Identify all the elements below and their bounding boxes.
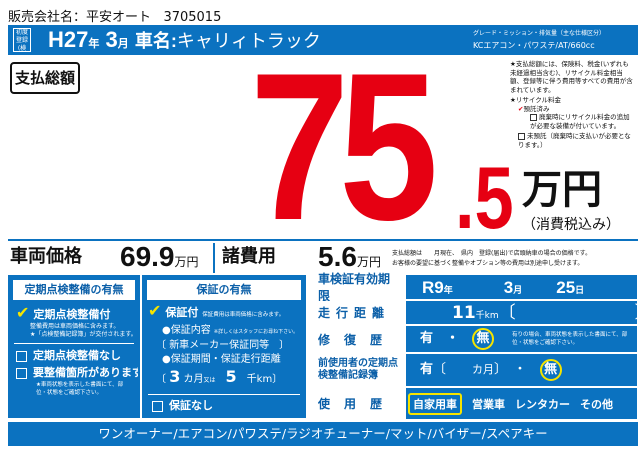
warranty-panel: 保証の有無 ✔ 保証付 保証費用は車両価格に含みます。 ●保証内容 ※詳しくはスタ… xyxy=(142,275,306,418)
fees-label: 諸費用 xyxy=(222,246,276,267)
usage-rental[interactable]: レンタカー xyxy=(515,398,570,411)
fees-price: 5.6万円 xyxy=(318,241,381,272)
dealer-info: 販売会社名：平安オート 3705015 xyxy=(8,6,221,25)
total-price-integer: 75 xyxy=(250,29,438,264)
registration-date: H27年 3月 車名:キャリィトラック xyxy=(48,27,321,52)
title-bar: 初度登録(検査) H27年 3月 車名:キャリィトラック グレード・ミッション・… xyxy=(8,25,638,55)
total-unit: 万円 xyxy=(522,167,602,213)
spec-label: グレード・ミッション・排気量（主な仕様区分） xyxy=(473,30,606,37)
checkbox[interactable] xyxy=(16,367,27,379)
vehicle-price-label: 車両価格 xyxy=(10,246,82,267)
selected-none-ring: 無 xyxy=(472,328,495,350)
first-registration-badge: 初度登録(検査) xyxy=(13,28,31,52)
total-label: 支払総額 xyxy=(10,62,80,94)
selected-none-ring: 無 xyxy=(539,359,562,381)
notes: ★支払総額には、保険料、税金(いずれも未経過相当含む)、リサイクル料金相当額、登… xyxy=(510,60,633,149)
checkbox[interactable] xyxy=(530,113,537,121)
needs-note: ★車両状態を表示した書面にて、部位・状態をご確認下さい。 xyxy=(36,382,124,396)
total-price-decimal: .5 xyxy=(455,148,514,247)
usage-other[interactable]: その他 xyxy=(580,398,613,411)
tax-note: （消費税込み） xyxy=(522,217,620,233)
price-notes: 支払総額は 月現在、 県内 登録(届出)で店頭納車の場合の価格です。 お客様の要望… xyxy=(392,250,592,267)
vehicle-price: 69.9万円 xyxy=(120,241,199,272)
check-icon: ✔ xyxy=(148,301,162,320)
check-icon: ✔ xyxy=(16,303,30,322)
checkbox[interactable] xyxy=(518,132,525,140)
details-panel: 車検証有効期限 R9年 3月 25日 走行距離 11千km〔 〕 修復歴 有 ・… xyxy=(312,272,640,419)
usage-private[interactable]: 自家用車 xyxy=(408,393,462,415)
car-name-label: 車名: xyxy=(134,31,177,51)
car-name: キャリィトラック xyxy=(176,31,321,51)
inspection-panel: 定期点検整備の有無 ✔ 定期点検整備付 整備費用は車両価格に含みます。 ★「点検整備… xyxy=(8,275,140,418)
checkbox[interactable] xyxy=(16,350,27,362)
dealer-label: 販売会社名： xyxy=(8,10,87,25)
spec-value: KCエアコン・パワステ/AT/660cc xyxy=(473,41,595,50)
usage-commercial[interactable]: 営業車 xyxy=(472,398,505,411)
dealer-code: 3705015 xyxy=(163,10,222,25)
checkbox[interactable] xyxy=(152,400,163,412)
dealer-name: 平安オート xyxy=(86,10,152,25)
check-icon: ✔ xyxy=(518,104,524,113)
equipment-bar: ワンオーナー/エアコン/パワステ/ラジオチューナー/マット/バイザー/スペアキー xyxy=(8,422,638,446)
